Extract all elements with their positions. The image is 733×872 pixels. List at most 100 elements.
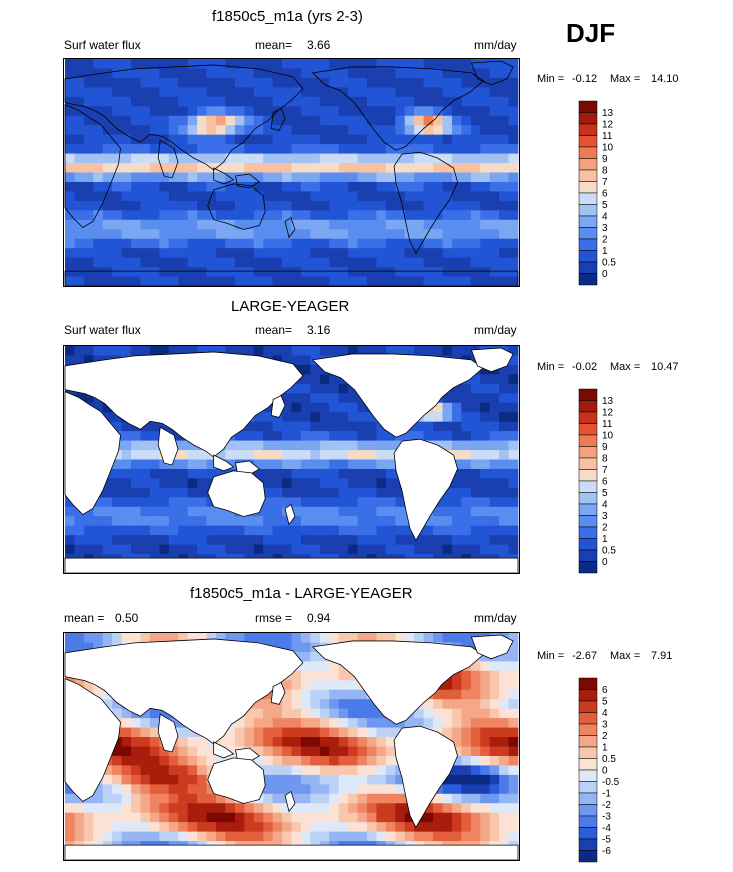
field-cell — [131, 68, 141, 79]
field-cell — [291, 727, 302, 738]
field-cell — [149, 459, 160, 470]
field-cell — [404, 544, 415, 555]
field-cell — [499, 153, 509, 164]
field-cell — [357, 144, 368, 154]
field-cell — [461, 210, 472, 221]
field-cell — [338, 831, 349, 842]
field-cell — [112, 106, 123, 117]
field-cell — [480, 718, 491, 728]
field-cell — [423, 276, 434, 286]
field-cell — [64, 831, 75, 842]
field-cell — [442, 210, 453, 221]
field-cell — [319, 793, 330, 804]
field-cell — [102, 831, 113, 842]
field-cell — [319, 210, 330, 221]
field-cell — [178, 267, 189, 277]
field-cell — [300, 699, 311, 710]
field-cell — [64, 125, 75, 136]
field-cell — [263, 765, 274, 776]
field-cell — [310, 440, 321, 451]
field-cell — [291, 402, 302, 413]
field-cell — [291, 468, 302, 479]
field-cell — [263, 172, 274, 183]
field-cell — [395, 59, 406, 69]
field-cell — [499, 793, 509, 804]
field-cell — [451, 708, 462, 719]
field-cell — [149, 77, 160, 88]
field-cell — [64, 516, 75, 527]
colorbar-box — [578, 838, 598, 851]
field-cell — [385, 144, 396, 154]
field-cell — [489, 181, 500, 192]
field-cell — [64, 267, 75, 277]
field-cell — [300, 831, 311, 842]
field-cell — [149, 708, 160, 719]
field-cell — [461, 257, 472, 268]
field-cell — [253, 87, 264, 98]
field-cell — [112, 746, 123, 757]
field-cell — [385, 77, 396, 88]
field-cell — [480, 478, 491, 489]
colorbar-box — [578, 769, 598, 782]
field-cell — [376, 450, 387, 460]
field-cell — [461, 134, 472, 145]
colorbar-tick-label: 5 — [602, 488, 608, 499]
field-cell — [319, 238, 330, 249]
field-cell — [414, 172, 425, 183]
colorbar-box — [578, 689, 598, 702]
field-cell — [508, 468, 519, 479]
field-cell — [121, 346, 132, 356]
field-cell — [338, 450, 349, 460]
field-cell — [300, 210, 311, 221]
field-cell — [367, 784, 377, 795]
field-cell — [112, 267, 123, 277]
field-cell — [225, 163, 236, 173]
field-cell — [508, 59, 519, 69]
field-cell — [282, 267, 292, 277]
field-cell — [244, 106, 255, 117]
field-cell — [159, 506, 170, 517]
field-cell — [508, 144, 519, 154]
field-cell — [376, 125, 387, 136]
field-cell — [215, 633, 226, 643]
colorbar-box — [578, 227, 598, 240]
field-cell — [385, 535, 396, 546]
field-cell — [499, 374, 509, 385]
field-cell — [357, 431, 368, 441]
field-cell — [508, 478, 519, 489]
field-cell — [376, 106, 387, 117]
field-cell — [206, 59, 217, 69]
field-cell — [329, 125, 340, 136]
field-cell — [140, 746, 151, 757]
field-cell — [367, 822, 377, 833]
field-cell — [253, 106, 264, 117]
panel-2-title: LARGE-YEAGER — [231, 298, 350, 315]
field-cell — [404, 200, 415, 211]
field-cell — [93, 793, 104, 804]
field-cell — [187, 172, 198, 183]
field-cell — [338, 267, 349, 277]
field-cell — [338, 87, 349, 98]
field-cell — [225, 210, 236, 221]
colorbar-box — [578, 192, 598, 205]
field-cell — [508, 487, 519, 498]
field-cell — [499, 106, 509, 117]
field-cell — [338, 487, 349, 498]
field-cell — [480, 431, 491, 441]
field-cell — [263, 831, 274, 842]
panel-2-map — [63, 345, 520, 574]
field-cell — [244, 803, 255, 814]
field-cell — [300, 229, 311, 240]
field-cell — [291, 699, 302, 710]
field-cell — [310, 115, 321, 126]
field-cell — [489, 535, 500, 546]
field-cell — [395, 803, 406, 814]
field-cell — [149, 478, 160, 489]
field-cell — [480, 238, 491, 249]
field-cell — [489, 727, 500, 738]
field-cell — [215, 191, 226, 202]
field-cell — [480, 812, 491, 823]
field-cell — [112, 115, 123, 126]
field-cell — [451, 125, 462, 136]
